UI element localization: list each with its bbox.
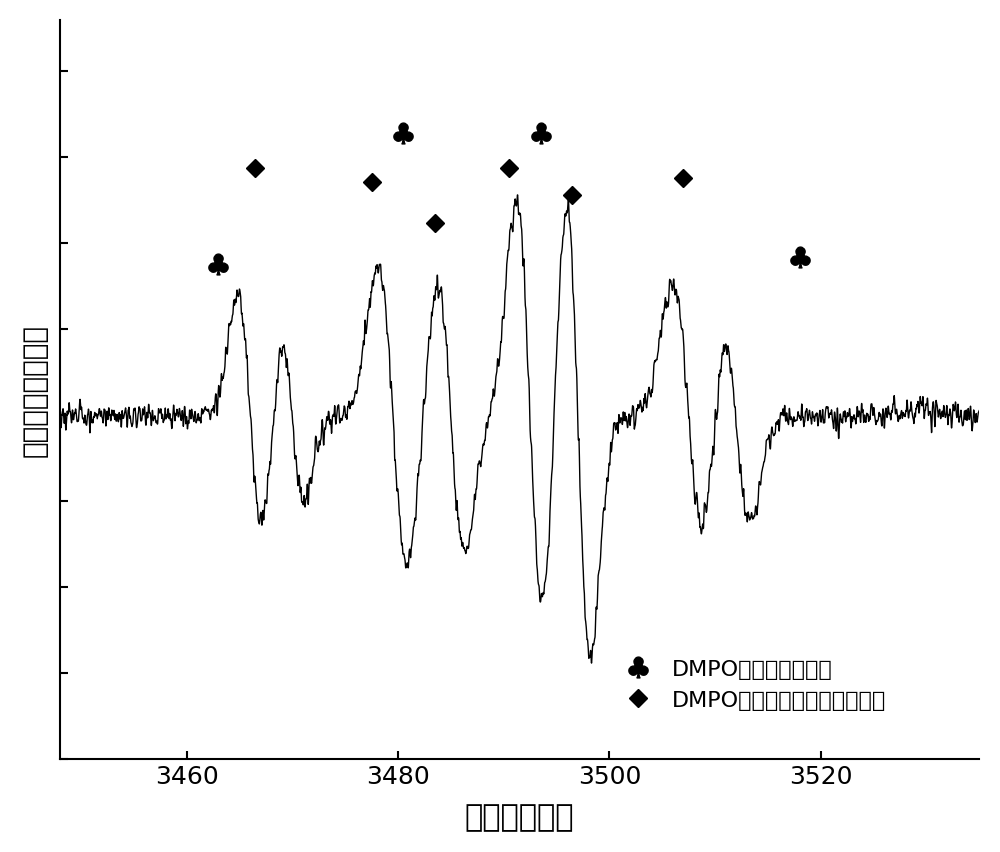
Y-axis label: 强度（单位计数）: 强度（单位计数） xyxy=(21,324,49,457)
X-axis label: 磁场（高斯）: 磁场（高斯） xyxy=(465,803,574,832)
Legend: DMPO捕获羟基自由基, DMPO捕获硫酸根自由基阴离子: DMPO捕获羟基自由基, DMPO捕获硫酸根自由基阴离子 xyxy=(607,650,895,719)
